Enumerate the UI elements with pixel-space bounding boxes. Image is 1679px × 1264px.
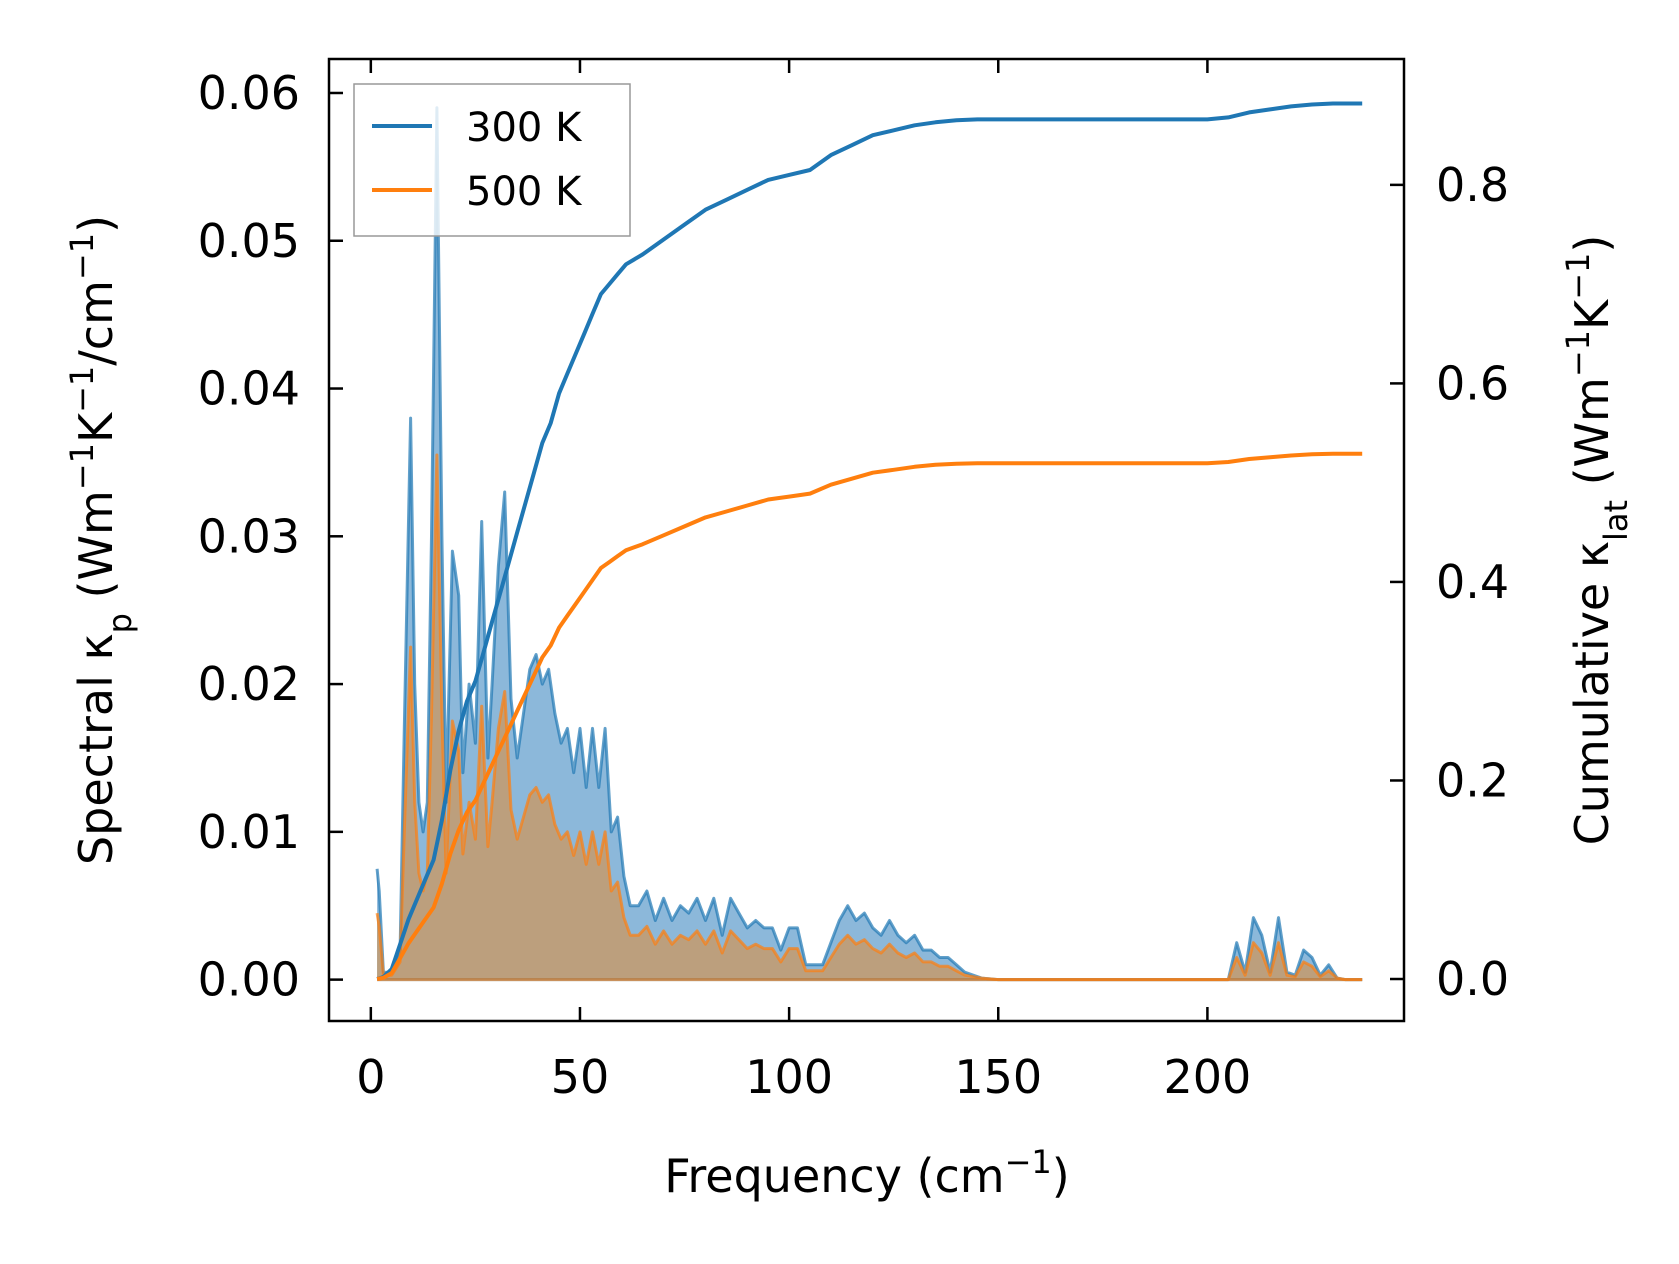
left-y-tick-label: 0.05	[198, 214, 300, 268]
plot-frame	[327, 57, 1406, 1023]
legend: 300 K 500 K	[353, 83, 631, 237]
x-tick-label: 200	[1163, 1050, 1251, 1104]
cumulative-lines	[376, 101, 1363, 981]
right-y-tick-label: 0.8	[1436, 158, 1509, 212]
left-y-tick-label: 0.06	[198, 66, 300, 120]
left-y-axis-label: Spectral κp (Wm−1K−1/cm−1)	[63, 215, 139, 865]
left-y-tick-label: 0.03	[198, 509, 300, 563]
cumulative-line-500k	[376, 451, 1363, 981]
right-y-tick-label: 0.2	[1436, 753, 1509, 807]
cumulative-line-300k	[376, 101, 1363, 981]
x-tick-label: 100	[745, 1050, 833, 1104]
x-tick-label: 0	[356, 1050, 385, 1104]
x-tick-label: 150	[954, 1050, 1042, 1104]
x-axis-ticks: 0 50 100 150 200	[356, 59, 1251, 1104]
legend-box	[353, 83, 631, 237]
left-y-axis-ticks: 0.00 0.01 0.02 0.03 0.04 0.05 0.06	[198, 66, 343, 1007]
legend-label-300k: 300 K	[466, 105, 583, 151]
right-y-tick-label: 0.0	[1436, 952, 1509, 1006]
right-y-axis-ticks: 0.0 0.2 0.4 0.6 0.8	[1390, 158, 1509, 1006]
right-y-tick-label: 0.4	[1436, 555, 1509, 609]
legend-label-500k: 500 K	[466, 169, 583, 215]
left-y-tick-label: 0.04	[198, 362, 300, 416]
x-axis-label: Frequency (cm−1)	[664, 1143, 1069, 1203]
left-y-tick-label: 0.01	[198, 805, 300, 859]
spectral-area-500k	[377, 455, 1363, 980]
x-tick-label: 50	[551, 1050, 610, 1104]
left-y-tick-label: 0.02	[198, 657, 300, 711]
left-y-tick-label: 0.00	[198, 953, 300, 1007]
spectral-fills	[377, 107, 1363, 980]
spectral-lines	[375, 106, 1363, 982]
right-y-axis-label: Cumulative κlat (Wm−1K−1)	[1559, 235, 1635, 846]
right-y-tick-label: 0.6	[1436, 356, 1509, 410]
